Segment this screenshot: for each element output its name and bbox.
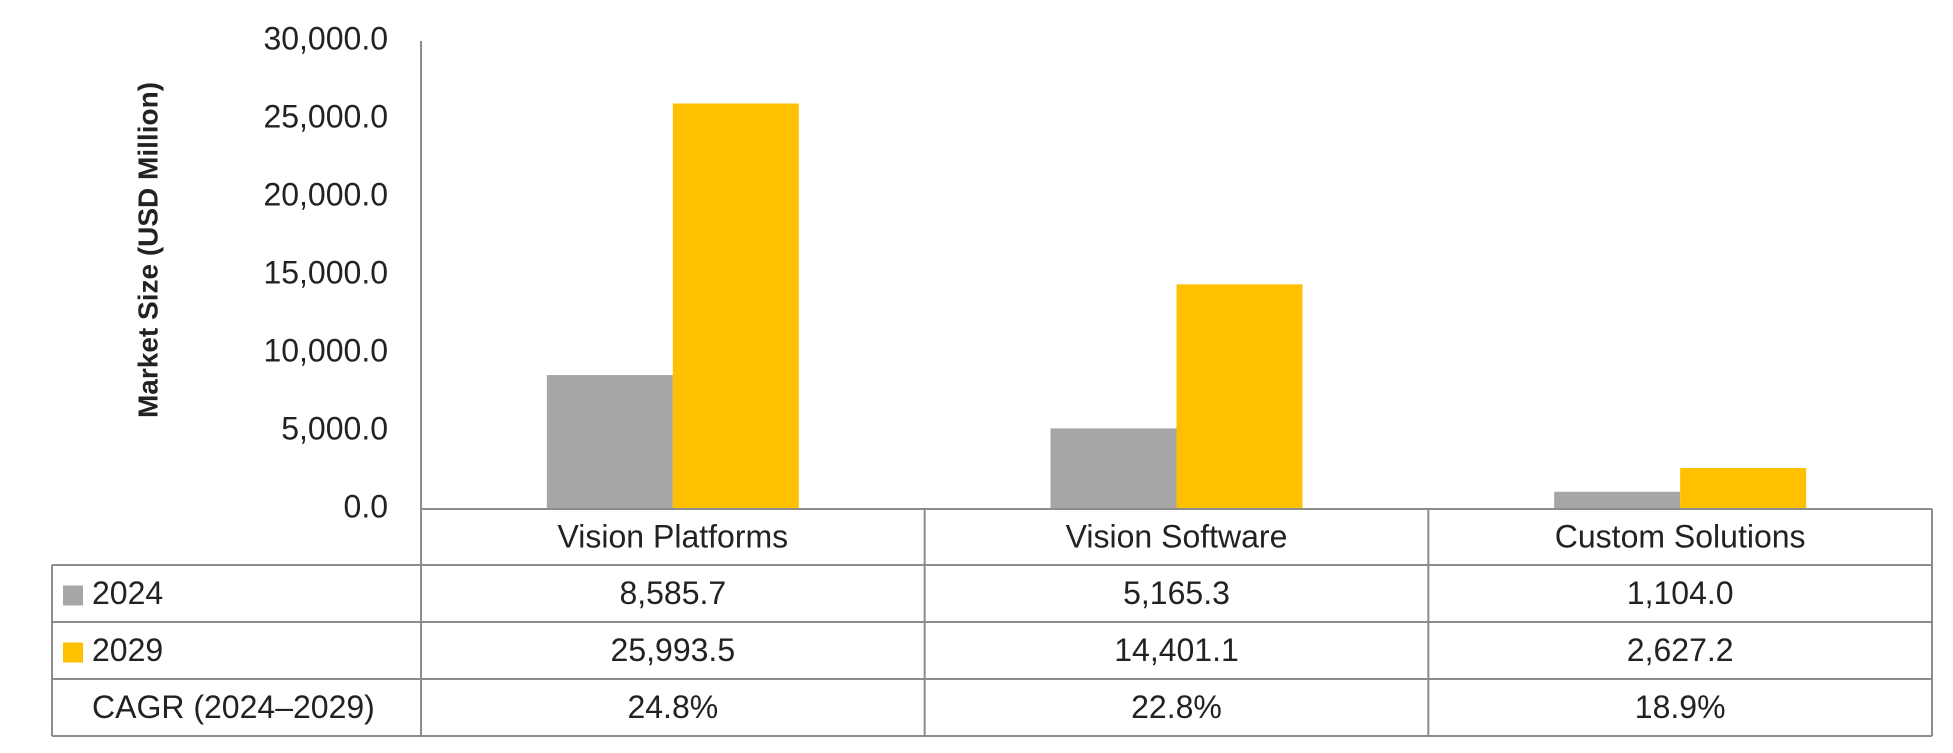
y-tick-label: 20,000.0	[263, 176, 388, 212]
data-label: 14,401.1	[1114, 632, 1239, 668]
data-label: 5,165.3	[1123, 575, 1230, 611]
data-label: 1,104.0	[1627, 575, 1734, 611]
table-cell: 18.9%	[1635, 689, 1726, 725]
table-cell: 22.8%	[1131, 689, 1222, 725]
data-label: 2,627.2	[1627, 632, 1734, 668]
y-tick-label: 15,000.0	[263, 254, 388, 290]
bar-2024-2	[1554, 491, 1681, 509]
category-label: Vision Software	[1066, 518, 1288, 554]
bar-2029-1	[1176, 284, 1303, 509]
y-tick-label: 10,000.0	[263, 332, 388, 368]
category-label: Custom Solutions	[1555, 518, 1806, 554]
legend-key-2024	[63, 585, 83, 606]
legend-key-2029	[63, 642, 83, 663]
data-label: 8,585.7	[619, 575, 726, 611]
data-label: 25,993.5	[611, 632, 736, 668]
y-axis-label: Market Size (USD Million)	[132, 82, 163, 418]
table-row-label: CAGR (2024–2029)	[92, 689, 375, 725]
y-tick-label: 25,000.0	[263, 98, 388, 134]
table-cell: 24.8%	[627, 689, 718, 725]
bar-2024-0	[546, 375, 673, 509]
legend-label: 2029	[92, 632, 163, 668]
bar-2029-0	[672, 103, 799, 509]
bar-2024-1	[1050, 428, 1177, 509]
y-tick-label: 0.0	[344, 488, 388, 524]
bar-2029-2	[1680, 468, 1807, 509]
y-tick-label: 5,000.0	[281, 410, 388, 446]
y-tick-label: 30,000.0	[263, 20, 388, 56]
category-label: Vision Platforms	[558, 518, 789, 554]
legend-label: 2024	[92, 575, 163, 611]
